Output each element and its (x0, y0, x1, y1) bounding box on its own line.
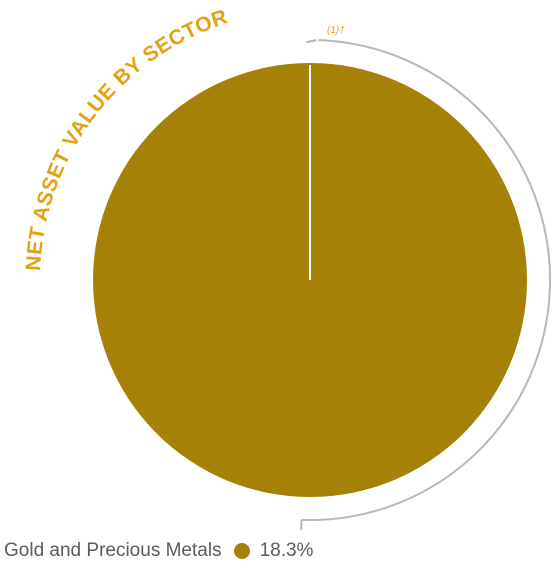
chart-title-footnote: (1)† (327, 25, 345, 36)
chart-legend: Gold and Precious Metals 18.3% (4, 538, 313, 564)
chart-outline-arc (301, 39, 552, 522)
legend-swatch (233, 543, 250, 559)
legend-value: 18.3% (259, 540, 314, 561)
legend-label: Gold and Precious Metals (4, 540, 222, 561)
chart-outline-tick (306, 39, 317, 44)
chart-outline-tick (300, 519, 303, 530)
